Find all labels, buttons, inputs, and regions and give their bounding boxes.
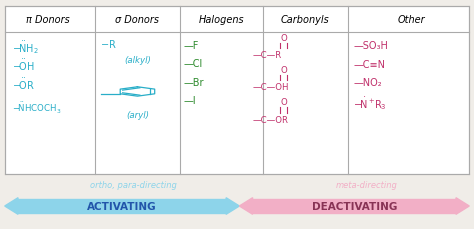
- Text: (alkyl): (alkyl): [124, 55, 151, 65]
- Text: π Donors: π Donors: [26, 15, 69, 25]
- Polygon shape: [226, 198, 239, 214]
- Text: —C≡N: —C≡N: [353, 60, 385, 70]
- Text: $-\!\ddot{\mathrm{O}}\mathrm{H}$: $-\!\ddot{\mathrm{O}}\mathrm{H}$: [12, 58, 35, 73]
- Polygon shape: [5, 198, 18, 214]
- Text: σ Donors: σ Donors: [116, 15, 159, 25]
- Text: $-\!\dot{\mathrm{N}}^+\!\mathrm{R_3}$: $-\!\dot{\mathrm{N}}^+\!\mathrm{R_3}$: [353, 95, 387, 112]
- Text: $-\!\ddot{\mathrm{O}}\mathrm{R}$: $-\!\ddot{\mathrm{O}}\mathrm{R}$: [12, 76, 35, 91]
- Text: O: O: [280, 34, 287, 43]
- Text: —Br: —Br: [184, 77, 204, 87]
- Text: —C—OR: —C—OR: [253, 115, 289, 124]
- Text: —F: —F: [184, 41, 199, 51]
- Bar: [18, 199, 226, 213]
- Text: —C—R: —C—R: [253, 51, 282, 60]
- Text: meta-directing: meta-directing: [335, 180, 397, 189]
- Bar: [5, 7, 469, 174]
- Text: —Cl: —Cl: [184, 59, 203, 69]
- Text: Halogens: Halogens: [199, 15, 244, 25]
- Text: (aryl): (aryl): [126, 110, 149, 120]
- Text: ortho, para-directing: ortho, para-directing: [91, 180, 177, 189]
- Polygon shape: [239, 198, 253, 214]
- Text: Other: Other: [398, 15, 425, 25]
- Polygon shape: [456, 198, 469, 214]
- Text: —C—OH: —C—OH: [253, 83, 289, 92]
- Text: —NO₂: —NO₂: [353, 78, 382, 88]
- Text: $-\mathrm{R}$: $-\mathrm{R}$: [100, 38, 116, 49]
- Text: Carbonyls: Carbonyls: [281, 15, 329, 25]
- Text: O: O: [280, 66, 287, 75]
- Text: O: O: [280, 98, 287, 107]
- Text: DEACTIVATING: DEACTIVATING: [311, 201, 397, 211]
- Text: $-\!\ddot{\mathrm{N}}\mathrm{HCOCH_3}$: $-\!\ddot{\mathrm{N}}\mathrm{HCOCH_3}$: [12, 100, 61, 115]
- Bar: [253, 199, 456, 213]
- Text: ACTIVATING: ACTIVATING: [87, 201, 157, 211]
- Text: $-\!\ddot{\mathrm{N}}\mathrm{H_2}$: $-\!\ddot{\mathrm{N}}\mathrm{H_2}$: [12, 39, 39, 56]
- Text: —I: —I: [184, 96, 197, 106]
- Text: —SO₃H: —SO₃H: [353, 41, 388, 51]
